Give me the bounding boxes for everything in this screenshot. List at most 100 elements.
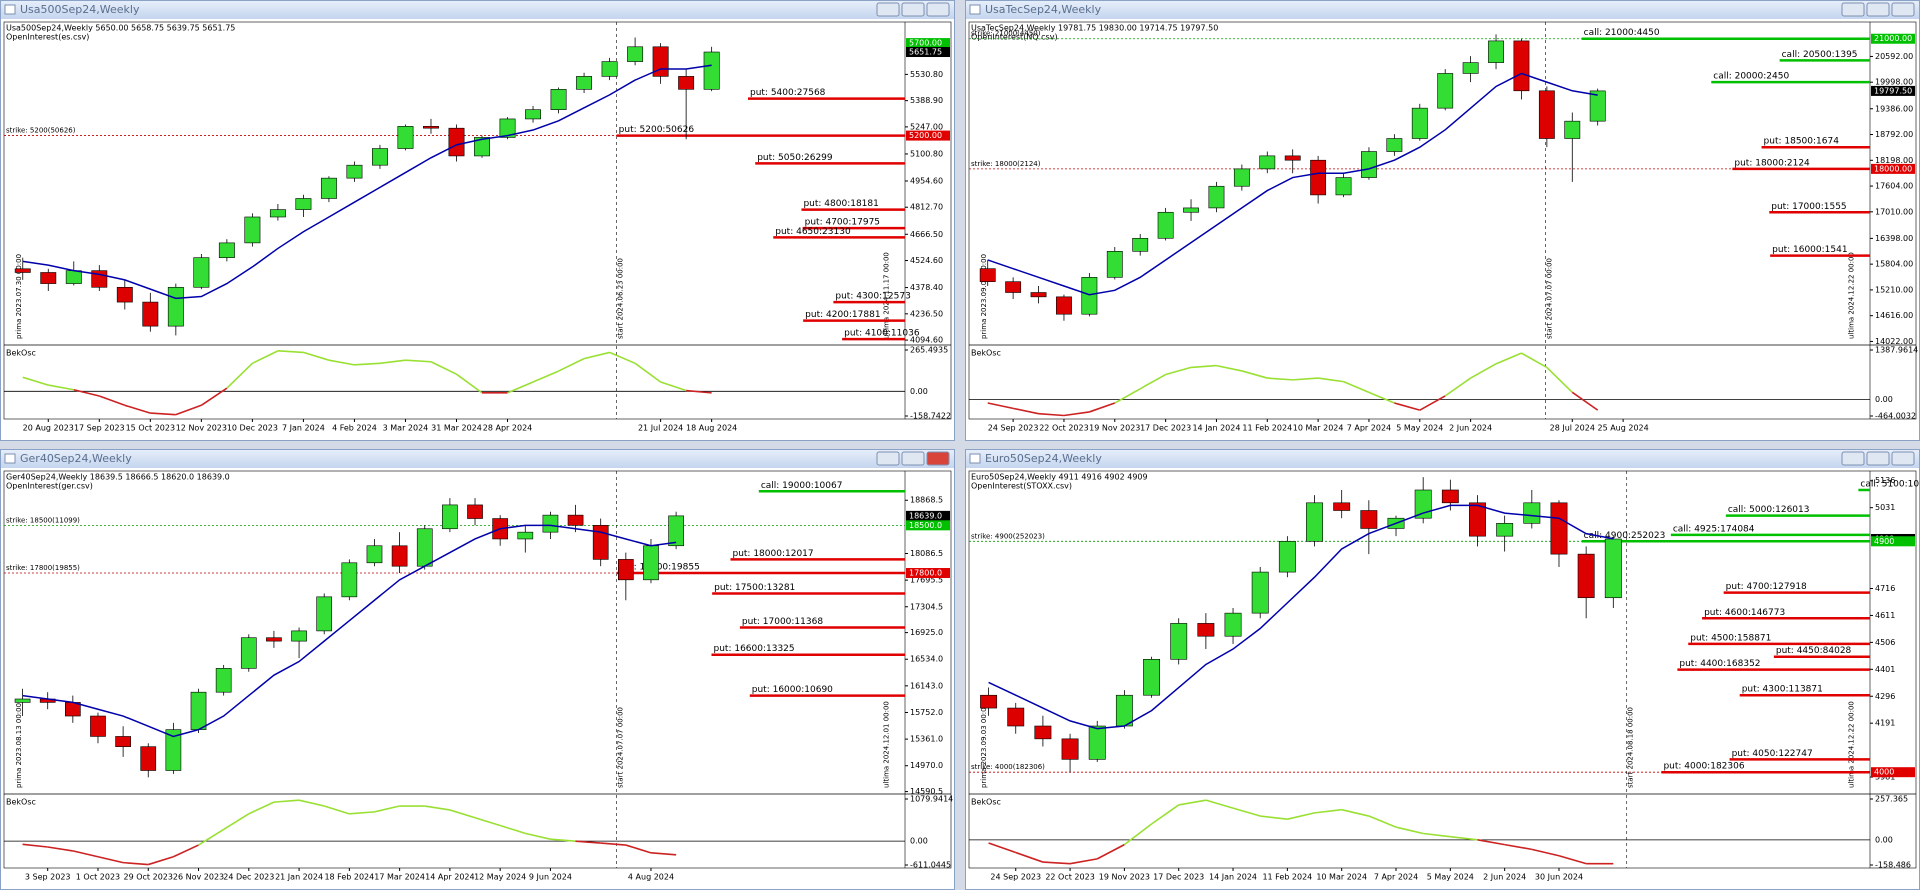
candle-body: [142, 301, 159, 327]
y-tick-label: 14590.5: [910, 787, 943, 796]
y-tick-label: 19386.00: [1875, 104, 1913, 113]
candle-body: [474, 137, 490, 157]
price-marker: [1871, 767, 1915, 778]
vertical-label: prima 2023.09.03 00:00: [980, 254, 988, 339]
option-label: call: 19000:10067: [761, 481, 843, 491]
minimize-button[interactable]: [1841, 451, 1865, 466]
x-tick-label: 12 Nov 2023: [176, 424, 227, 433]
x-tick-label: 2 Jun 2024: [1483, 873, 1526, 882]
candle-body: [550, 89, 567, 110]
x-tick-label: 22 Oct 2023: [1045, 873, 1094, 882]
oscillator-segment: [1063, 411, 1090, 417]
candle-body: [467, 504, 483, 519]
plot-frame: [968, 21, 1917, 420]
oscillator-segment: [148, 855, 174, 866]
oscillator-segment: [150, 412, 176, 416]
x-tick-label: 22 Oct 2023: [1039, 424, 1088, 433]
x-tick-label: 24 Sep 2023: [990, 873, 1041, 882]
oscillator-name: BekOsc: [971, 349, 1001, 358]
strike-label: strike: 17800(19855): [6, 564, 80, 572]
y-tick-label: 15804.00: [1875, 260, 1913, 269]
x-tick-label: 2 Jun 2024: [1449, 424, 1492, 433]
close-button[interactable]: [1891, 2, 1915, 17]
minimize-button[interactable]: [876, 451, 900, 466]
vertical-label: ultima 2024.12.01 00:00: [882, 701, 890, 788]
candle-body: [1589, 90, 1606, 122]
y-tick-label: 4954.60: [910, 176, 943, 185]
oscillator-segment: [22, 843, 48, 848]
oscillator-name: BekOsc: [6, 798, 36, 807]
minimize-button[interactable]: [876, 2, 900, 17]
oscillator-segment: [1423, 832, 1451, 838]
option-label: put: 4800:18181: [803, 199, 878, 209]
candle-body: [601, 61, 618, 77]
x-tick-label: 7 Jan 2024: [282, 424, 325, 433]
minimize-button[interactable]: [1841, 2, 1865, 17]
candle-body: [423, 126, 439, 129]
option-label: call: 4925:174084: [1673, 524, 1755, 534]
candle-body: [14, 268, 31, 273]
osc-tick-label: -611.0445: [910, 861, 951, 870]
x-tick-label: 30 Jun 2024: [1535, 873, 1583, 882]
oscillator-name: BekOsc: [971, 798, 1001, 807]
oscillator-segment: [456, 373, 483, 394]
window-frame: [0, 0, 955, 441]
oscillator-segment: [686, 389, 712, 394]
candle-body: [1143, 659, 1161, 696]
maximize-button[interactable]: [1866, 451, 1890, 466]
maximize-button[interactable]: [901, 451, 925, 466]
plot-frame: [3, 470, 952, 869]
oscillator-segment: [1012, 407, 1039, 415]
y-tick-label: 17010.00: [1875, 207, 1913, 216]
maximize-button[interactable]: [1866, 2, 1890, 17]
candle-body: [1081, 277, 1098, 315]
y-tick-label: 4812.70: [910, 203, 943, 212]
maximize-button[interactable]: [901, 2, 925, 17]
option-label: call: 20000:2450: [1713, 72, 1789, 82]
option-label: put: 18500:1674: [1764, 137, 1840, 147]
oscillator-segment: [1504, 843, 1532, 851]
candle-body: [1604, 538, 1622, 599]
close-button[interactable]: [926, 451, 950, 466]
candle-body: [1577, 553, 1595, 599]
option-label: call: 20500:1395: [1782, 50, 1858, 60]
x-tick-label: 10 Mar 2024: [1316, 873, 1367, 882]
oscillator-segment: [22, 376, 49, 386]
vertical-label: prima 2023.09.03 00:00: [980, 703, 988, 788]
moving-average: [987, 72, 1598, 296]
candle-body: [1183, 207, 1199, 213]
candle-body: [316, 596, 333, 632]
oscillator-segment: [1546, 366, 1573, 393]
price-marker: [1871, 33, 1915, 44]
x-tick-label: 5 May 2024: [1427, 873, 1474, 882]
close-button[interactable]: [926, 2, 950, 17]
x-tick-label: 5 May 2024: [1396, 424, 1443, 433]
close-button[interactable]: [1891, 451, 1915, 466]
candle-body: [442, 504, 458, 530]
candle-body: [240, 637, 257, 669]
option-label: put: 4650:23130: [775, 227, 851, 237]
oscillator-segment: [1123, 823, 1153, 846]
candle-body: [244, 216, 261, 244]
x-tick-label: 10 Dec 2023: [227, 424, 278, 433]
window-title: Usa500Sep24,Weekly: [20, 3, 140, 16]
osc-tick-label: -464.0032: [1875, 412, 1916, 421]
candle-body: [291, 630, 307, 642]
osc-tick-label: -158.7422: [910, 412, 951, 421]
price-marker: [1871, 536, 1915, 547]
price-marker-label: 18000.00: [1874, 164, 1912, 173]
osc-tick-label: 265.4935: [910, 346, 948, 355]
x-tick-label: 12 May 2024: [474, 873, 526, 882]
price-marker-label: 4900: [1874, 537, 1894, 546]
candle-body: [366, 545, 383, 564]
indicator-name: OpenInterest(NQ.csv): [971, 33, 1058, 42]
oscillator-segment: [1531, 848, 1560, 857]
chart-info: Euro50Sep24,Weekly 4911 4916 4902 4909: [971, 473, 1148, 482]
candle-body: [1523, 502, 1541, 524]
x-tick-label: 19 Nov 2023: [1099, 873, 1150, 882]
oscillator-segment: [48, 384, 74, 391]
candle-body: [295, 198, 312, 210]
x-tick-label: 17 Mar 2024: [374, 873, 425, 882]
candle-body: [1034, 725, 1052, 740]
price-marker: [906, 130, 950, 141]
